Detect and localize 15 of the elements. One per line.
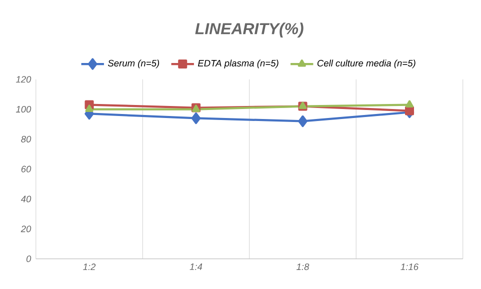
- y-tick-label: 60: [21, 166, 32, 172]
- y-tick-label: 100: [16, 106, 32, 113]
- y-tick-label: 0: [26, 256, 32, 262]
- chart-title: LINEARITY(%): [195, 22, 304, 38]
- legend-label: Serum (n=5): [108, 60, 160, 68]
- legend-label: EDTA plasma (n=5): [198, 60, 278, 68]
- y-tick-label: 120: [16, 76, 32, 83]
- x-tick-label: 1:8: [296, 264, 310, 270]
- x-tick-label: 1:4: [190, 263, 202, 270]
- y-tick-label: 80: [21, 136, 32, 142]
- y-tick-label: 40: [20, 196, 32, 202]
- legend-label: Cell culture media (n=5): [317, 60, 416, 68]
- y-tick-label: 20: [20, 226, 32, 232]
- x-tick-label: 1:16: [400, 264, 419, 270]
- x-tick-label: 1:2: [83, 264, 96, 270]
